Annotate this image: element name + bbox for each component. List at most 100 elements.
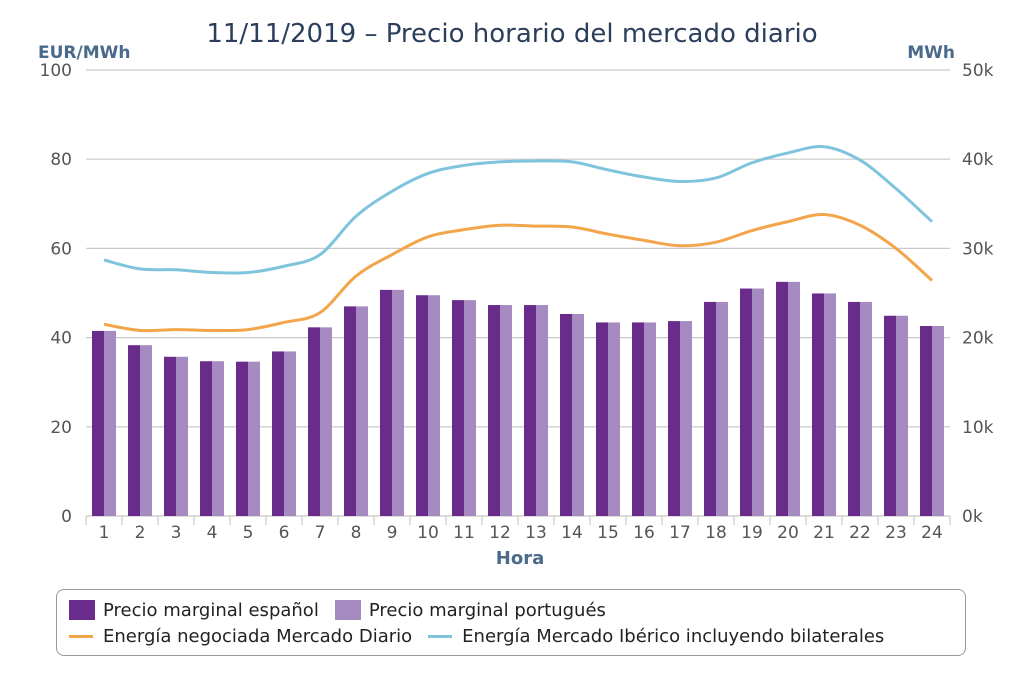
left-tick-label: 0 xyxy=(61,507,72,527)
legend: Precio marginal español Precio marginal … xyxy=(56,589,966,656)
x-axis-ticks: 1 2 3 4 5 6 7 8 9 10 11 12 13 14 15 16 17 18 19 20 21 22 23 24 xyxy=(85,516,951,543)
right-tick-label: 50k xyxy=(962,61,994,81)
bar-spanish[interactable] xyxy=(416,295,428,516)
x-tick-label: 2 xyxy=(135,523,146,543)
x-tick-label: 17 xyxy=(669,523,691,543)
right-tick-label: 0k xyxy=(962,507,983,527)
bar-portuguese[interactable] xyxy=(500,305,512,516)
legend-label-spanish: Precio marginal español xyxy=(103,599,319,621)
bars xyxy=(92,281,944,516)
x-tick-label: 8 xyxy=(351,523,362,543)
x-tick-label: 3 xyxy=(171,523,182,543)
bar-spanish[interactable] xyxy=(884,315,896,516)
bar-portuguese[interactable] xyxy=(860,301,872,516)
legend-label-energy-iberian: Energía Mercado Ibérico incluyendo bilat… xyxy=(462,625,885,647)
bar-portuguese[interactable] xyxy=(140,345,152,516)
bar-spanish[interactable] xyxy=(920,326,932,516)
bar-spanish[interactable] xyxy=(128,345,140,516)
bar-spanish[interactable] xyxy=(164,356,176,516)
bar-spanish[interactable] xyxy=(776,281,788,516)
line-energy-daily[interactable] xyxy=(103,213,933,333)
bar-spanish[interactable] xyxy=(308,327,320,516)
bar-portuguese[interactable] xyxy=(104,330,116,516)
left-tick-label: 80 xyxy=(50,150,72,170)
bar-portuguese[interactable] xyxy=(896,315,908,516)
right-tick-label: 10k xyxy=(962,418,994,438)
bar-portuguese[interactable] xyxy=(716,301,728,516)
legend-swatch-energy-daily xyxy=(69,634,93,638)
right-axis-unit: MWh xyxy=(907,43,955,63)
left-tick-label: 20 xyxy=(50,418,72,438)
lines xyxy=(103,145,934,333)
x-tick-label: 22 xyxy=(849,523,871,543)
legend-item-energy-daily[interactable]: Energía negociada Mercado Diario xyxy=(69,626,412,647)
bar-spanish[interactable] xyxy=(200,361,212,516)
x-tick-label: 21 xyxy=(813,523,835,543)
legend-item-energy-iberian[interactable]: Energía Mercado Ibérico incluyendo bilat… xyxy=(428,626,884,647)
bar-spanish[interactable] xyxy=(632,322,644,516)
bar-spanish[interactable] xyxy=(668,321,680,516)
bar-portuguese[interactable] xyxy=(752,288,764,516)
chart-title: 11/11/2019 – Precio horario del mercado … xyxy=(206,19,817,49)
bar-portuguese[interactable] xyxy=(572,313,584,516)
x-tick-label: 23 xyxy=(885,523,907,543)
x-tick-label: 18 xyxy=(705,523,727,543)
bar-spanish[interactable] xyxy=(560,313,572,516)
bar-spanish[interactable] xyxy=(848,301,860,516)
bar-spanish[interactable] xyxy=(236,361,248,516)
x-tick-label: 1 xyxy=(99,523,110,543)
bar-portuguese[interactable] xyxy=(212,361,224,516)
legend-swatch-spanish xyxy=(69,600,95,620)
bar-portuguese[interactable] xyxy=(644,322,656,516)
x-tick-label: 7 xyxy=(315,523,326,543)
bar-spanish[interactable] xyxy=(452,300,464,516)
right-axis-ticks: 0k 10k 20k 30k 40k 50k xyxy=(962,61,994,527)
left-tick-label: 40 xyxy=(50,329,72,349)
bar-portuguese[interactable] xyxy=(680,321,692,516)
x-tick-label: 14 xyxy=(561,523,583,543)
legend-item-spanish-price[interactable]: Precio marginal español xyxy=(69,600,319,621)
bar-spanish[interactable] xyxy=(488,305,500,516)
legend-swatch-portuguese xyxy=(334,600,361,620)
legend-swatch-energy-iberian xyxy=(428,634,453,638)
left-tick-label: 100 xyxy=(40,61,72,81)
bar-spanish[interactable] xyxy=(92,330,104,516)
bar-portuguese[interactable] xyxy=(824,293,836,516)
x-axis-label: Hora xyxy=(496,548,544,569)
bar-spanish[interactable] xyxy=(740,288,752,516)
x-tick-label: 9 xyxy=(387,523,398,543)
bar-portuguese[interactable] xyxy=(284,351,296,516)
bar-portuguese[interactable] xyxy=(320,327,332,516)
bar-spanish[interactable] xyxy=(380,289,392,516)
left-tick-label: 60 xyxy=(50,239,72,259)
bar-spanish[interactable] xyxy=(344,306,356,516)
bar-portuguese[interactable] xyxy=(392,289,404,516)
right-tick-label: 40k xyxy=(962,150,994,170)
left-axis-unit: EUR/MWh xyxy=(38,43,131,63)
bar-spanish[interactable] xyxy=(704,301,716,516)
x-tick-label: 6 xyxy=(279,523,290,543)
bar-spanish[interactable] xyxy=(524,305,536,516)
bar-portuguese[interactable] xyxy=(536,305,548,516)
line-energy-iberian[interactable] xyxy=(103,145,934,275)
bar-portuguese[interactable] xyxy=(932,326,944,516)
bar-portuguese[interactable] xyxy=(788,281,800,516)
x-tick-label: 19 xyxy=(741,523,763,543)
x-tick-label: 12 xyxy=(489,523,511,543)
bar-spanish[interactable] xyxy=(812,293,824,516)
x-tick-label: 15 xyxy=(597,523,619,543)
bar-portuguese[interactable] xyxy=(608,322,620,516)
chart: 11/11/2019 – Precio horario del mercado … xyxy=(38,19,994,569)
legend-item-portuguese-price[interactable]: Precio marginal portugués xyxy=(334,600,606,621)
x-tick-label: 13 xyxy=(525,523,547,543)
x-tick-label: 4 xyxy=(207,523,218,543)
bar-portuguese[interactable] xyxy=(428,295,440,516)
bar-spanish[interactable] xyxy=(596,322,608,516)
bar-portuguese[interactable] xyxy=(356,306,368,516)
bar-portuguese[interactable] xyxy=(176,356,188,516)
bar-spanish[interactable] xyxy=(272,351,284,516)
right-tick-label: 30k xyxy=(962,239,994,259)
bar-portuguese[interactable] xyxy=(248,361,260,516)
bar-portuguese[interactable] xyxy=(464,300,476,516)
x-tick-label: 16 xyxy=(633,523,655,543)
